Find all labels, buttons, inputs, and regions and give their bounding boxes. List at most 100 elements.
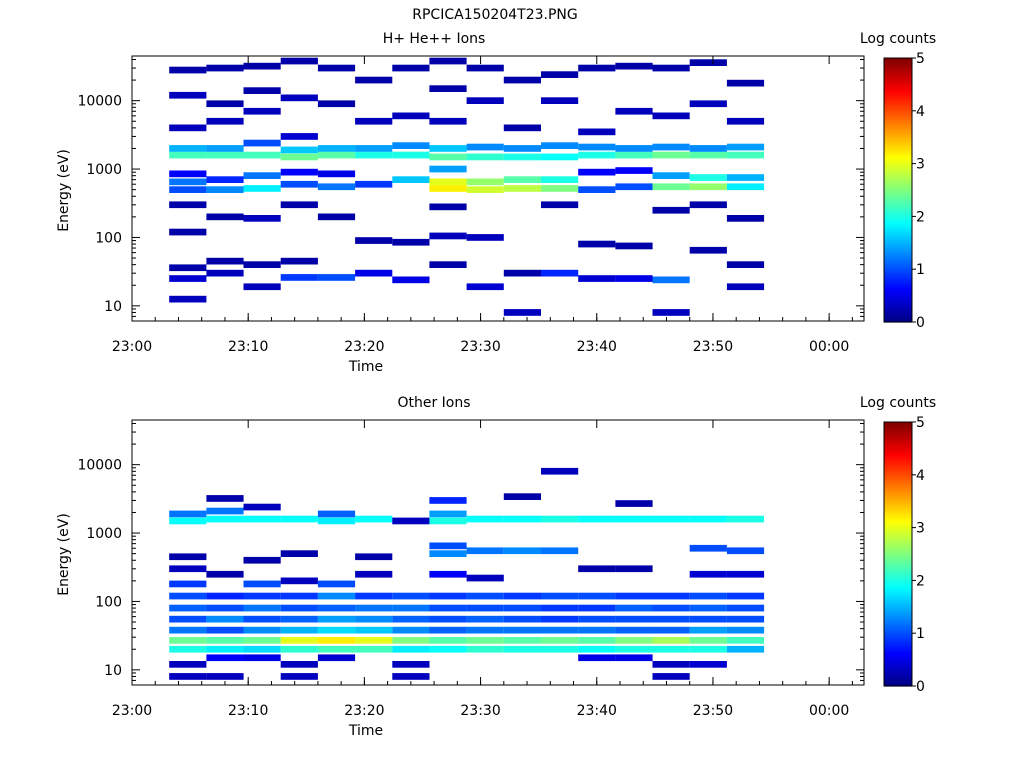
heatmap-cell bbox=[243, 172, 281, 179]
heatmap-cell bbox=[355, 269, 393, 277]
heatmap-cell bbox=[317, 645, 356, 653]
heatmap-cell bbox=[317, 580, 356, 588]
heatmap-cell bbox=[689, 645, 727, 653]
heatmap-cell bbox=[169, 510, 207, 518]
colorbar-swatch bbox=[884, 249, 912, 253]
colorbar-swatch bbox=[884, 455, 912, 458]
heatmap-cell bbox=[206, 570, 244, 578]
colorbar-swatch bbox=[884, 253, 912, 257]
heatmap-cell bbox=[615, 167, 653, 174]
colorbar-swatch bbox=[884, 179, 912, 182]
colorbar-swatch bbox=[884, 148, 912, 151]
heatmap-cell bbox=[169, 186, 207, 193]
heatmap-cell bbox=[652, 645, 690, 653]
colorbar-swatch bbox=[884, 271, 912, 275]
heatmap-cell bbox=[280, 645, 318, 653]
heatmap-cell bbox=[503, 592, 541, 600]
heatmap-cell bbox=[355, 515, 393, 523]
colorbar-swatch bbox=[884, 240, 912, 244]
colorbar-swatch bbox=[884, 300, 912, 303]
x-tick-label: 23:10 bbox=[228, 339, 268, 355]
colorbar-swatch bbox=[884, 264, 912, 268]
heatmap-cell bbox=[726, 261, 765, 268]
heatmap-cell bbox=[541, 547, 579, 555]
colorbar-swatch bbox=[884, 683, 912, 687]
colorbar-swatch bbox=[884, 646, 912, 650]
heatmap-cell bbox=[578, 615, 616, 623]
colorbar-swatch bbox=[884, 234, 912, 237]
heatmap-cell bbox=[355, 117, 393, 125]
colorbar-swatch bbox=[884, 560, 912, 564]
colorbar-swatch bbox=[884, 430, 912, 434]
heatmap-cell bbox=[652, 172, 690, 179]
heatmap-cell bbox=[355, 604, 393, 612]
y-tick-label: 10 bbox=[104, 663, 122, 679]
heatmap-cell bbox=[466, 178, 504, 186]
heatmap-cell bbox=[243, 283, 281, 291]
colorbar-swatch bbox=[884, 615, 912, 619]
colorbar-swatch bbox=[884, 609, 912, 612]
heatmap-cell bbox=[503, 76, 541, 84]
colorbar-swatch bbox=[884, 547, 912, 551]
heatmap-cell bbox=[429, 604, 467, 612]
heatmap-cell bbox=[169, 145, 207, 152]
colorbar-swatch bbox=[884, 130, 912, 134]
heatmap-cell bbox=[280, 637, 318, 644]
colorbar-swatch bbox=[884, 490, 912, 493]
colorbar-swatch bbox=[884, 523, 912, 526]
colorbar-swatch bbox=[884, 196, 912, 200]
heatmap-cell bbox=[578, 604, 616, 612]
heatmap-cell bbox=[317, 510, 356, 518]
heatmap-cell bbox=[689, 661, 727, 668]
colorbar-swatch bbox=[884, 624, 912, 628]
heatmap-cell bbox=[466, 283, 504, 291]
y-tick-label: 10 bbox=[104, 299, 122, 315]
heatmap-cell bbox=[317, 274, 356, 281]
colorbar-swatch bbox=[884, 93, 912, 96]
colorbar-swatch bbox=[884, 620, 912, 623]
heatmap-cell bbox=[615, 654, 653, 662]
colorbar-swatch bbox=[884, 496, 912, 500]
heatmap-cell bbox=[541, 645, 579, 653]
colorbar-swatch bbox=[884, 536, 912, 540]
heatmap-cell bbox=[541, 626, 579, 634]
x-axis-label: Time bbox=[348, 723, 383, 739]
heatmap-cell bbox=[615, 107, 653, 115]
heatmap-cell bbox=[689, 570, 727, 578]
heatmap-cell bbox=[541, 592, 579, 600]
colorbar-swatch bbox=[884, 227, 912, 231]
colorbar-swatch bbox=[884, 527, 912, 531]
y-tick-label: 1000 bbox=[86, 162, 122, 178]
x-tick-label: 23:30 bbox=[460, 339, 500, 355]
y-axis-label: Energy (eV) bbox=[56, 513, 72, 596]
heatmap-cell bbox=[615, 626, 653, 634]
colorbar-swatch bbox=[884, 525, 912, 529]
heatmap-cell bbox=[689, 615, 727, 623]
colorbar-swatch bbox=[884, 516, 912, 520]
heatmap-cell bbox=[726, 117, 765, 125]
heatmap-cell bbox=[689, 174, 727, 181]
colorbar-swatch bbox=[884, 661, 912, 665]
heatmap-cell bbox=[689, 246, 727, 254]
colorbar-swatch bbox=[884, 503, 912, 507]
colorbar-swatch bbox=[884, 602, 912, 606]
heatmap-cell bbox=[503, 145, 541, 152]
heatmap-cell bbox=[466, 153, 504, 161]
colorbar-swatch bbox=[884, 677, 912, 680]
heatmap-cell bbox=[392, 645, 430, 653]
heatmap-cell bbox=[726, 626, 765, 634]
heatmap-cell bbox=[578, 592, 616, 600]
colorbar-swatch bbox=[884, 73, 912, 77]
colorbar-swatch bbox=[884, 223, 912, 226]
heatmap-cell bbox=[206, 100, 244, 108]
heatmap-cell bbox=[652, 661, 690, 668]
heatmap-cell bbox=[615, 62, 653, 70]
heatmap-cell bbox=[615, 645, 653, 653]
colorbar-swatch bbox=[884, 648, 912, 652]
colorbar-swatch bbox=[884, 613, 912, 617]
heatmap-cell bbox=[355, 570, 393, 578]
heatmap-cell bbox=[726, 604, 765, 612]
colorbar-swatch bbox=[884, 611, 912, 614]
colorbar-swatch bbox=[884, 584, 912, 588]
heatmap-cell bbox=[541, 637, 579, 644]
